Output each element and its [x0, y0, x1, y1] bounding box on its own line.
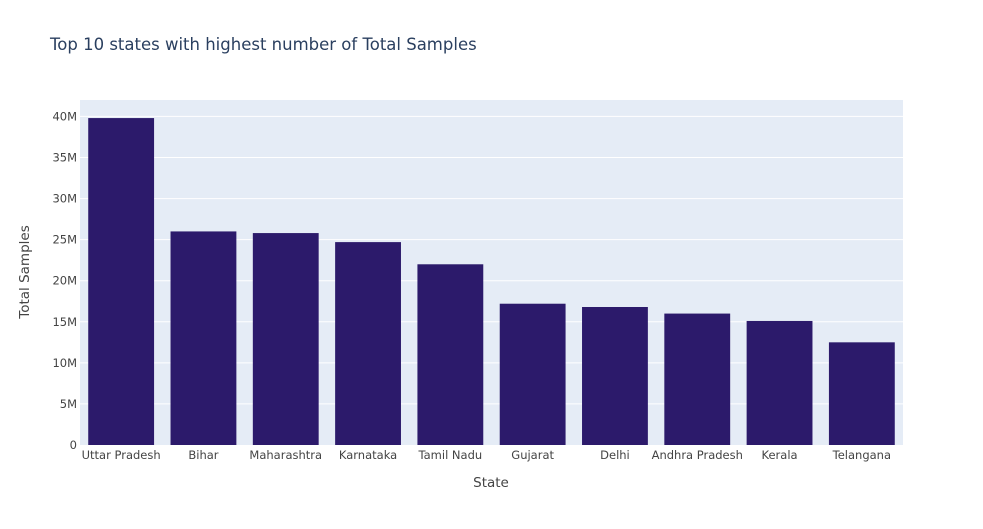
bar[interactable] — [88, 118, 155, 446]
y-tick-label: 20M — [52, 274, 77, 288]
x-tick-label: Delhi — [600, 448, 630, 462]
chart-title: Top 10 states with highest number of Tot… — [49, 35, 477, 54]
bar[interactable] — [664, 313, 731, 445]
x-tick-label: Telangana — [832, 448, 891, 462]
y-tick-label: 40M — [52, 109, 77, 123]
bar[interactable] — [170, 231, 237, 445]
bar[interactable] — [828, 342, 895, 445]
y-tick-label: 0 — [70, 438, 77, 452]
bar[interactable] — [252, 233, 319, 445]
y-tick-label: 35M — [52, 151, 77, 165]
x-tick-label: Maharashtra — [249, 448, 322, 462]
bar[interactable] — [582, 307, 648, 445]
bar[interactable] — [335, 242, 401, 445]
y-tick-label: 5M — [60, 397, 77, 411]
x-axis-ticks: Uttar Pradesh Bihar Maharashtra Karnataka Ta… — [82, 448, 891, 462]
x-tick-label: Tamil Nadu — [418, 448, 483, 462]
y-tick-label: 15M — [52, 315, 77, 329]
bar[interactable] — [417, 264, 484, 445]
x-tick-label: Uttar Pradesh — [82, 448, 161, 462]
y-tick-label: 10M — [52, 356, 77, 370]
y-tick-label: 25M — [52, 233, 77, 247]
x-tick-label: Kerala — [762, 448, 798, 462]
x-tick-label: Andhra Pradesh — [652, 448, 743, 462]
y-axis-ticks: 0 5M 10M 15M 20M 25M 30M 35M 40M — [52, 109, 77, 452]
x-tick-label: Bihar — [188, 448, 218, 462]
y-tick-label: 30M — [52, 192, 77, 206]
bars — [88, 118, 895, 446]
bar[interactable] — [746, 320, 813, 445]
bar[interactable] — [499, 303, 566, 445]
x-axis-title: State — [473, 475, 509, 491]
x-tick-label: Gujarat — [511, 448, 554, 462]
x-tick-label: Karnataka — [339, 448, 397, 462]
y-axis-title: Total Samples — [17, 225, 33, 319]
